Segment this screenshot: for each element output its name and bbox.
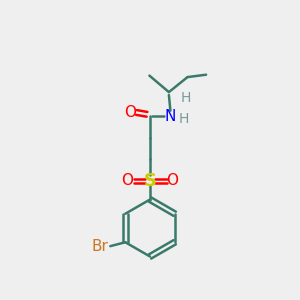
Text: O: O (167, 173, 178, 188)
Text: S: S (143, 172, 157, 190)
Text: H: H (180, 91, 191, 104)
Text: H: H (179, 112, 189, 126)
Text: O: O (124, 105, 136, 120)
Text: O: O (122, 173, 134, 188)
Text: N: N (165, 109, 176, 124)
Text: Br: Br (92, 239, 109, 254)
